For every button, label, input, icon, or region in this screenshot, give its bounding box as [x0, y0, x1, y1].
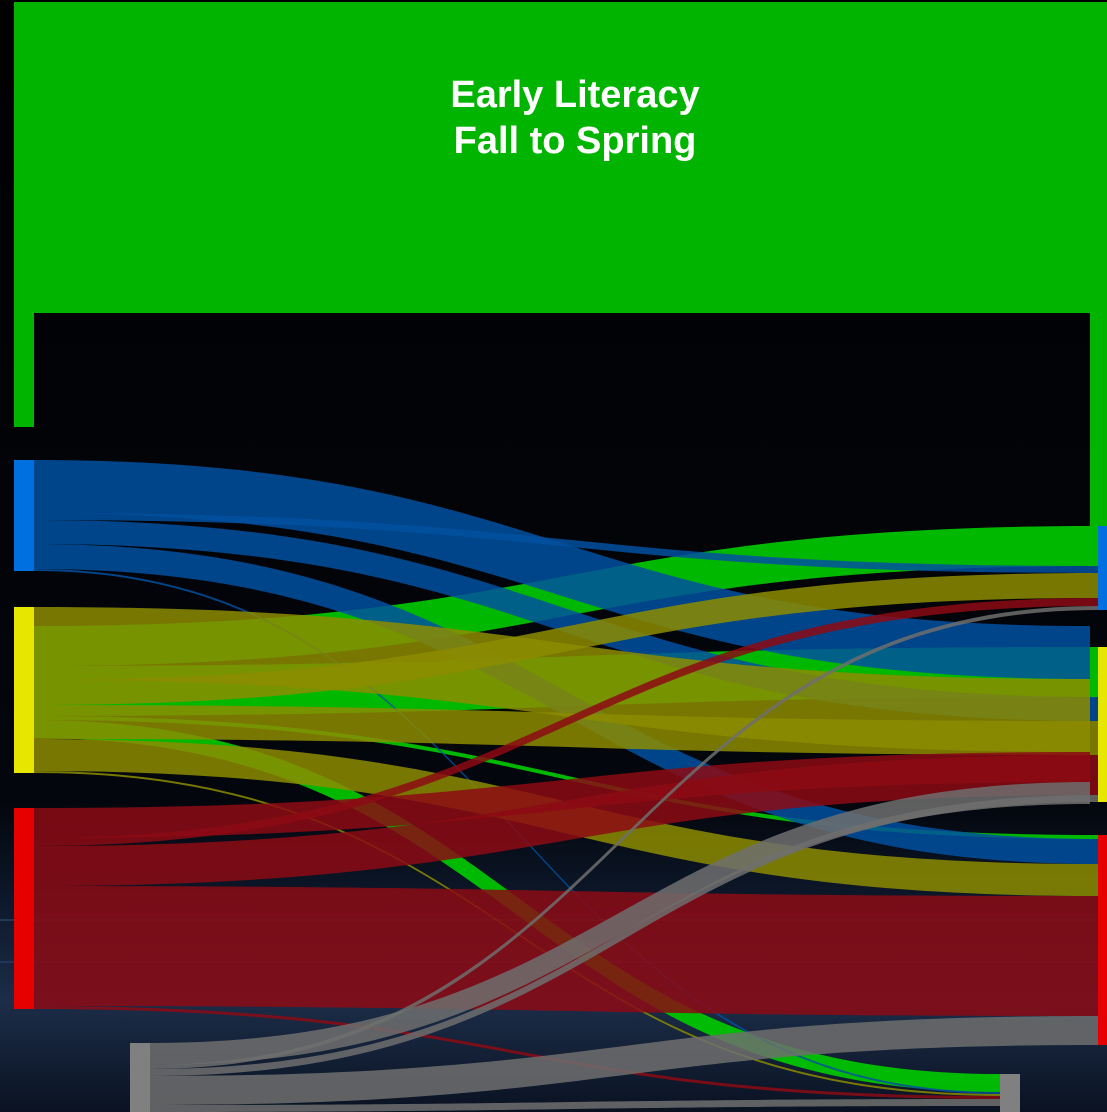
flow-red-to-gray	[34, 1006, 1000, 1099]
chart-title-line-2: Fall to Spring	[453, 120, 697, 162]
chart-title-line-1: Early Literacy	[450, 74, 700, 116]
node-spring-green	[1090, 2, 1107, 527]
node-fall-green	[14, 2, 34, 427]
flow-yellow-to-yellow	[34, 705, 1098, 755]
flow-gray-to-yellow	[150, 795, 1098, 1076]
flow-yellow-to-green	[34, 607, 1090, 752]
nodes-layer	[14, 2, 1107, 1112]
flow-gray-to-green	[150, 782, 1090, 1065]
chart-title: Early Literacy Fall to Spring	[0, 72, 1107, 164]
node-fall-gray	[130, 1043, 150, 1112]
node-spring-blue	[1098, 526, 1107, 610]
flow-red-to-yellow	[34, 755, 1098, 886]
flow-green-to-green	[14, 2, 1107, 313]
node-fall-yellow	[14, 607, 34, 773]
flow-gray-to-blue	[150, 606, 1098, 1069]
flow-green-to-red	[34, 716, 1098, 839]
node-fall-red	[14, 808, 34, 1009]
node-fall-blue	[14, 460, 34, 571]
flow-gray-to-gray	[150, 1099, 1000, 1112]
flows-layer	[14, 2, 1107, 1112]
flow-gray-to-red	[150, 1016, 1098, 1105]
node-spring-yellow	[1098, 647, 1107, 802]
node-spring-gray	[1000, 1074, 1020, 1112]
flow-blue-to-green	[34, 460, 1090, 679]
flow-blue-to-yellow	[34, 520, 1098, 721]
flow-red-to-blue	[34, 598, 1098, 846]
flow-blue-to-blue	[34, 513, 1098, 573]
node-spring-red	[1098, 835, 1107, 1045]
flow-yellow-to-blue	[34, 573, 1098, 705]
